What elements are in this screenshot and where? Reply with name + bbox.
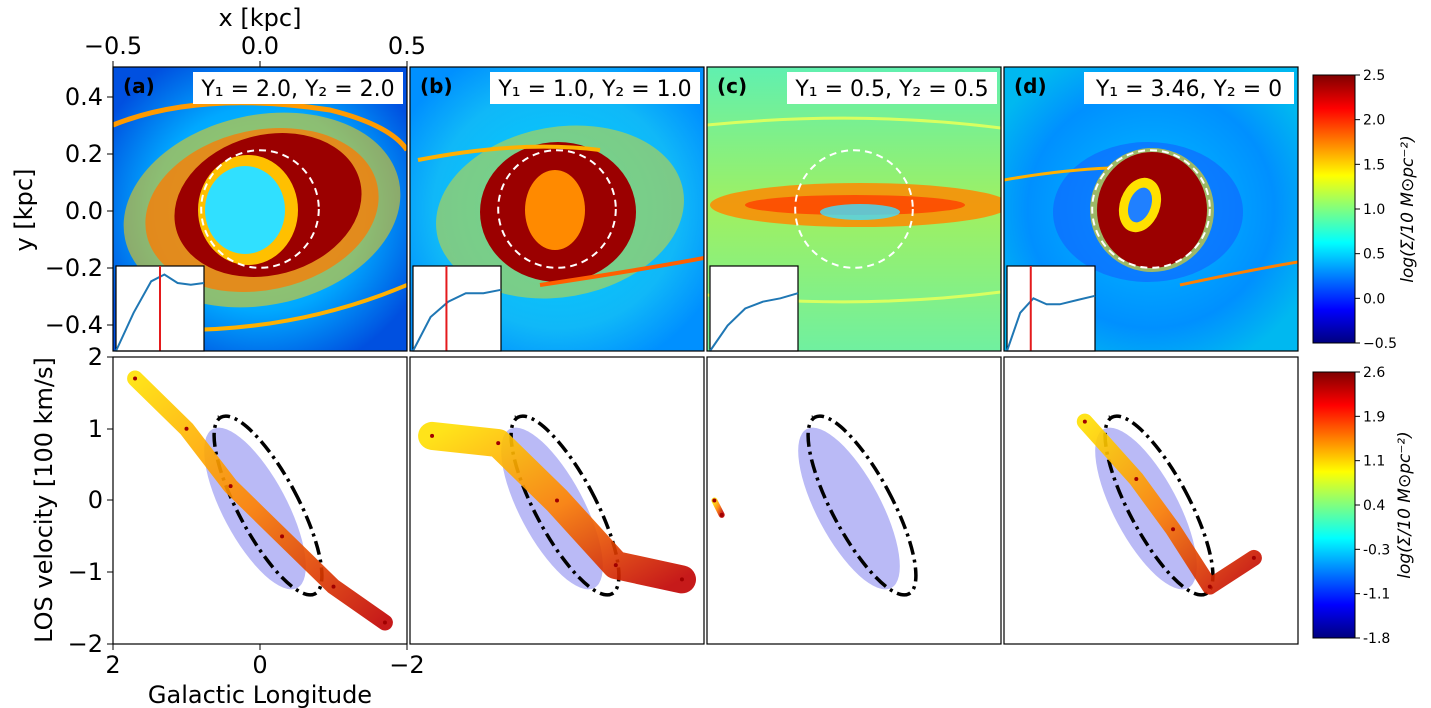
bottom-colorbar-label: log(Σ/10 M⊙pc⁻²) (1395, 431, 1415, 579)
data-point (382, 620, 387, 625)
inset-rotation-curve (709, 265, 799, 352)
bottom-x-tick-label: −2 (389, 651, 424, 679)
colorbar-tick-label: −0.5 (1363, 336, 1397, 352)
bottom-y-tick-label: 1 (88, 415, 103, 443)
colorbar-tick-label: 0.5 (1363, 247, 1385, 263)
data-point (280, 534, 285, 539)
bottom-y-axis-label: LOS velocity [100 km/s] (30, 357, 58, 643)
panel-labels: (a) (b) (c) (d) Υ₁ = 2.0, Υ₂ = 2.0 Υ₁ = … (123, 72, 1294, 104)
heatmap-panel-b (410, 67, 704, 351)
panel-params-b: Υ₁ = 1.0, Υ₂ = 1.0 (497, 77, 691, 102)
data-point (1082, 419, 1087, 424)
panel-params-c: Υ₁ = 0.5, Υ₂ = 0.5 (794, 77, 988, 102)
inset-rotation-curve (412, 265, 502, 352)
colorbar-tick-label: 2.5 (1363, 68, 1385, 84)
top-y-tick-label: −0.2 (45, 254, 103, 282)
bottom-colorbar: 2.6 1.9 1.1 0.4 -0.3 -1.1 -1.8 log(Σ/10 M⊙pc⁻²… (1312, 365, 1415, 647)
top-x-ticks: −0.5 0.0 0.5 (84, 32, 426, 67)
panel-params-d: Υ₁ = 3.46, Υ₂ = 0 (1095, 77, 1282, 102)
inset-curve (115, 273, 205, 352)
density-band (711, 497, 725, 518)
inset-curve (1006, 294, 1096, 352)
top-y-axis-label: y [kpc] (10, 169, 38, 252)
top-y-tick-label: 0.4 (65, 83, 103, 111)
data-point (555, 498, 559, 503)
bottom-y-tick-label: −2 (68, 630, 103, 658)
top-y-ticks: 0.4 0.2 0.0 −0.2 −0.4 (45, 83, 113, 339)
lv-panel (127, 370, 393, 631)
dashed-circle (497, 149, 617, 269)
data-point (228, 484, 233, 489)
colorbar-tick-label: 0.0 (1363, 291, 1385, 307)
colorbar-tick-label: 1.1 (1363, 454, 1385, 470)
top-frames (112, 66, 1299, 352)
data-point (184, 426, 189, 431)
colorbar-tick-label: 0.4 (1363, 498, 1385, 514)
inset-rotation-curve (115, 265, 205, 352)
top-colorbar-label: log(Σ/10 M⊙pc⁻²) (1398, 135, 1418, 283)
data-point (1171, 527, 1176, 532)
top-colorbar: 2.5 2.0 1.5 1.0 0.5 0.0 −0.5 log(Σ/10 M⊙pc⁻²) (1312, 68, 1418, 352)
bottom-x-ticks: 2 0 −2 (105, 644, 425, 679)
top-y-tick-label: −0.4 (45, 311, 103, 339)
inset-curve (412, 288, 502, 352)
data-point (1207, 584, 1212, 589)
data-point (712, 498, 717, 503)
colorbar-tick-label: 1.0 (1363, 202, 1385, 218)
heatmap-panel-a (113, 67, 407, 351)
data-point (1251, 555, 1256, 560)
bottom-y-ticks: 2 1 0 −1 −2 (68, 343, 113, 658)
lv-panel (418, 414, 696, 597)
panel-tag-c: (c) (717, 74, 747, 98)
top-x-tick-label: 0.0 (241, 32, 279, 60)
top-y-tick-label: 0.0 (65, 197, 103, 225)
inset-curve (709, 292, 799, 352)
colorbar-tick-label: 2.6 (1363, 365, 1385, 381)
dashed-circle (1091, 149, 1211, 269)
colorbar-tick-label: 1.9 (1363, 409, 1385, 425)
data-point (613, 563, 618, 568)
bottom-y-tick-label: −1 (68, 558, 103, 586)
top-x-axis-label: x [kpc] (219, 4, 302, 32)
data-point (133, 376, 138, 381)
lv-panel (711, 414, 918, 597)
data-point (331, 584, 336, 589)
dashed-circle (200, 149, 320, 269)
data-point (496, 441, 501, 446)
data-point (719, 512, 724, 517)
inset-rotation-curve (1006, 265, 1096, 352)
colorbar-tick-label: -1.1 (1363, 587, 1390, 603)
lv-panel (1076, 413, 1262, 597)
panel-tag-d: (d) (1014, 74, 1047, 98)
dash-dot-ellipse (806, 414, 918, 597)
data-point (679, 577, 684, 582)
data-point (430, 433, 435, 438)
top-x-tick-label: 0.5 (388, 32, 426, 60)
colorbar-tick-label: -1.8 (1363, 631, 1390, 647)
colorbar-tick-label: 2.0 (1363, 113, 1385, 129)
dash-dot-ellipse (212, 414, 324, 597)
bottom-x-tick-label: 2 (105, 651, 120, 679)
shaded-ellipse (798, 427, 900, 590)
panel-tag-a: (a) (123, 74, 155, 98)
dash-dot-ellipse (509, 414, 621, 597)
top-x-tick-label: −0.5 (84, 32, 142, 60)
top-y-tick-label: 0.2 (65, 140, 103, 168)
colorbar-tick-label: -0.3 (1363, 542, 1390, 558)
bottom-y-tick-label: 2 (88, 343, 103, 371)
colorbar-tick-label: 1.5 (1363, 157, 1385, 173)
bottom-y-tick-label: 0 (88, 486, 103, 514)
bottom-x-axis-label: Galactic Longitude (148, 681, 372, 708)
density-band (127, 370, 393, 631)
panel-tag-b: (b) (420, 74, 453, 98)
dashed-circle (794, 149, 914, 269)
data-point (1134, 476, 1139, 481)
dash-dot-ellipse (1103, 414, 1215, 597)
panel-params-a: Υ₁ = 2.0, Υ₂ = 2.0 (200, 77, 394, 102)
bottom-x-tick-label: 0 (252, 651, 267, 679)
